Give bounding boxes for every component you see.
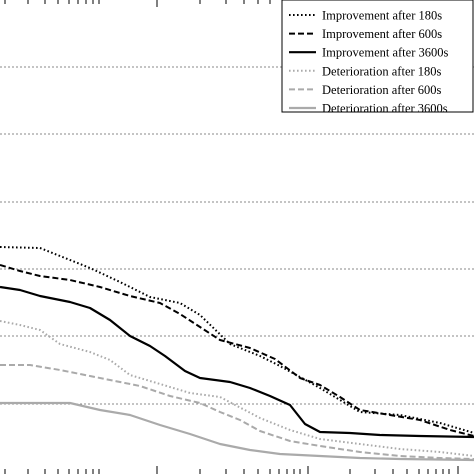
series-layer <box>0 246 474 462</box>
legend-label-5: Deterioration after 600s <box>322 83 442 97</box>
legend-label-3: Improvement after 3600s <box>322 46 448 60</box>
legend-label-1: Improvement after 180s <box>322 9 442 23</box>
series-line-3 <box>0 285 474 439</box>
legend-label-2: Improvement after 600s <box>322 27 442 41</box>
series-line-6 <box>0 401 474 462</box>
series-line-4 <box>0 320 474 457</box>
series-line-2 <box>0 264 474 437</box>
y-gridlines <box>0 66 474 405</box>
x-axis-ticks <box>4 0 459 474</box>
legend-label-6: Deterioration after 3600s <box>322 102 448 116</box>
legend-label-4: Deterioration after 180s <box>322 64 442 78</box>
legend-items: Improvement after 180s Improvement after … <box>289 9 448 116</box>
series-line-1 <box>0 246 474 434</box>
legend: Improvement after 180s Improvement after … <box>281 0 474 116</box>
legend-box <box>281 0 474 113</box>
series-line-5 <box>0 364 474 460</box>
